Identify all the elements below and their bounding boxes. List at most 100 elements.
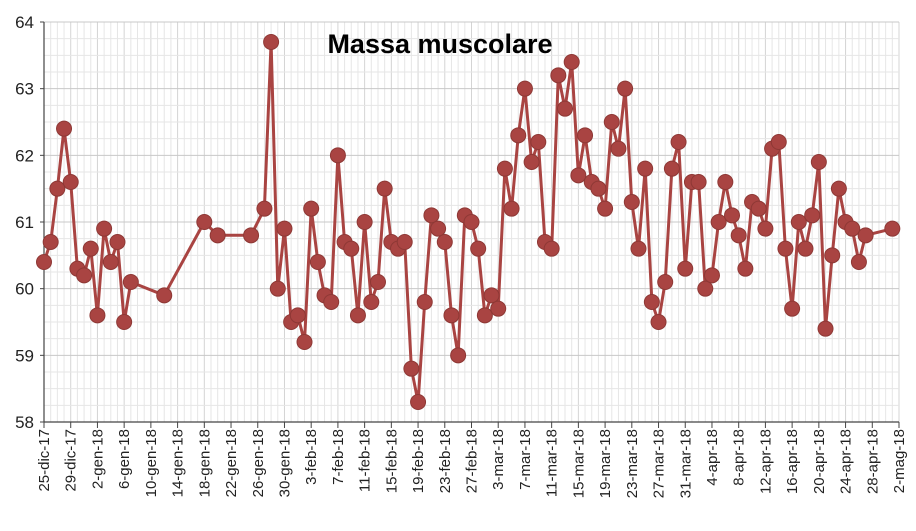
x-tick-label: 2-gen-18 — [89, 429, 106, 489]
x-tick-label: 3-feb-18 — [303, 429, 320, 485]
data-point — [430, 220, 447, 237]
x-tick-label: 11-feb-18 — [357, 429, 374, 492]
x-tick-label: 29-dic-17 — [63, 429, 80, 492]
data-point — [349, 307, 366, 324]
axes — [40, 21, 900, 428]
x-tick-label: 14-gen-18 — [170, 429, 187, 497]
data-point — [677, 260, 694, 277]
data-point — [156, 287, 173, 304]
x-tick-label: 15-feb-18 — [383, 429, 400, 493]
data-point — [824, 247, 841, 264]
x-tick-label: 28-apr-18 — [864, 429, 881, 494]
data-point — [289, 307, 306, 324]
data-point — [530, 134, 547, 150]
data-point — [122, 274, 139, 290]
x-tick-label: 4-apr-18 — [704, 429, 721, 486]
data-point — [196, 214, 213, 230]
data-point — [563, 54, 580, 70]
x-tick-label: 15-mar-18 — [570, 429, 587, 498]
x-tick-label: 19-mar-18 — [597, 429, 614, 498]
data-point — [817, 320, 834, 337]
x-tick-label: 10-gen-18 — [143, 429, 160, 497]
series-line-layer — [42, 40, 893, 404]
x-tick-label: 2-mag-18 — [891, 429, 908, 493]
data-point — [884, 220, 901, 237]
data-point — [76, 267, 93, 284]
data-point — [116, 314, 133, 330]
x-tick-label: 6-gen-18 — [116, 429, 133, 489]
data-point — [590, 180, 607, 197]
data-point — [410, 394, 427, 410]
data-point — [376, 180, 393, 197]
data-point — [470, 240, 487, 257]
x-tick-label: 23-mar-18 — [624, 429, 641, 498]
data-point — [82, 240, 99, 257]
data-point — [263, 34, 280, 50]
data-point — [496, 160, 513, 177]
y-tick-label: 60 — [15, 280, 34, 299]
data-point — [603, 114, 620, 130]
data-point — [724, 207, 741, 224]
data-point — [243, 227, 260, 244]
data-point — [717, 174, 734, 190]
chart-title: Massa muscolare — [327, 29, 552, 59]
data-point — [423, 207, 440, 224]
x-tick-label: 8-apr-18 — [731, 429, 748, 486]
y-tick-label: 63 — [15, 80, 34, 99]
y-tick-label: 64 — [15, 13, 34, 32]
data-point — [256, 200, 273, 217]
data-point — [617, 80, 634, 97]
data-point — [309, 254, 326, 270]
data-point — [516, 80, 533, 97]
y-tick-label: 62 — [15, 146, 34, 165]
x-tick-label: 26-gen-18 — [250, 429, 267, 497]
data-point — [570, 167, 587, 184]
data-point — [503, 200, 520, 217]
data-point — [730, 227, 747, 244]
data-point — [269, 280, 286, 297]
x-tick-label: 25-dic-17 — [36, 429, 53, 492]
data-point — [630, 240, 647, 257]
x-tick-label: 30-gen-18 — [276, 429, 293, 497]
x-tick-label: 3-mar-18 — [490, 429, 507, 490]
data-point — [710, 214, 727, 230]
data-point — [543, 240, 560, 257]
x-tick-label: 18-gen-18 — [196, 429, 213, 497]
data-point — [577, 127, 594, 144]
data-point — [804, 207, 821, 224]
tick-labels: 58 59 60 61 62 63 64 25-dic-17 29-dic-17 2-gen-18… — [15, 13, 908, 498]
data-point — [790, 214, 807, 230]
x-tick-label: 27-mar-18 — [651, 429, 668, 498]
data-point — [657, 274, 674, 290]
x-tick-label: 16-apr-18 — [784, 429, 801, 494]
x-tick-label: 12-apr-18 — [757, 429, 774, 494]
data-point — [96, 220, 113, 237]
data-point — [323, 294, 340, 310]
data-point — [476, 307, 493, 324]
data-point — [670, 134, 687, 150]
data-point — [396, 234, 413, 250]
x-tick-label: 19-feb-18 — [410, 429, 427, 493]
data-point — [750, 200, 767, 217]
data-point — [523, 154, 540, 170]
data-point — [62, 174, 79, 190]
data-point — [56, 120, 73, 137]
data-point — [356, 214, 373, 230]
data-point — [403, 360, 420, 377]
data-point — [369, 274, 386, 290]
data-point — [797, 240, 814, 257]
data-point — [810, 154, 827, 170]
x-tick-label: 24-apr-18 — [838, 429, 855, 494]
data-point — [844, 220, 861, 237]
y-tick-label: 59 — [15, 346, 34, 365]
series-line — [42, 40, 893, 404]
data-point — [450, 347, 467, 364]
x-tick-label: 7-feb-18 — [330, 429, 347, 485]
x-tick-label: 22-gen-18 — [223, 429, 240, 497]
data-point — [463, 214, 480, 230]
data-point — [637, 160, 654, 177]
data-point — [303, 200, 320, 217]
data-point — [49, 180, 66, 197]
